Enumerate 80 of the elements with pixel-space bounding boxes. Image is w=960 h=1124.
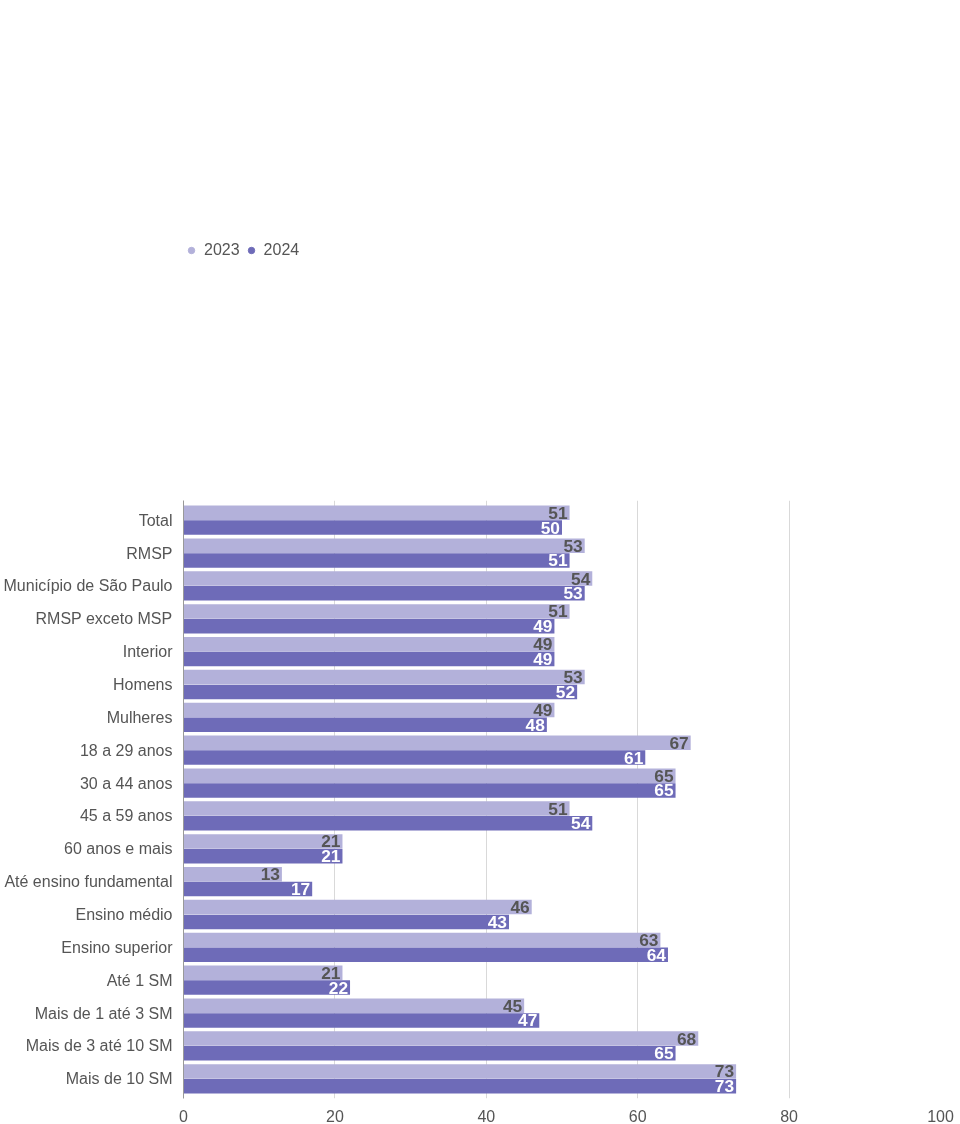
bar — [183, 947, 668, 962]
legend-label: 2023 — [204, 241, 240, 259]
y-tick-label: Mulheres — [106, 708, 173, 726]
bar — [183, 1046, 676, 1061]
bar — [183, 801, 570, 816]
data-label: 43 — [487, 911, 508, 932]
bar — [183, 651, 555, 667]
bar — [183, 965, 343, 981]
y-tick-label: Até 1 SM — [106, 971, 173, 989]
bar — [183, 505, 570, 521]
data-label: 45 — [502, 995, 523, 1016]
data-label: 65 — [654, 1043, 674, 1064]
x-tick-label: 80 — [780, 1107, 799, 1124]
y-tick-label: Homens — [112, 676, 173, 693]
bar — [183, 669, 585, 685]
bar — [183, 637, 555, 652]
data-label: 54 — [571, 813, 591, 834]
bar — [183, 520, 562, 535]
bar — [183, 914, 510, 930]
data-label: 17 — [290, 879, 311, 900]
bar — [183, 750, 646, 765]
bar — [183, 1031, 699, 1046]
y-tick-label: 45 a 59 anos — [79, 807, 173, 825]
y-tick-label: 18 a 29 anos — [79, 741, 173, 759]
x-tick-label: 0 — [179, 1107, 189, 1124]
y-tick-label: Mais de 1 até 3 SM — [34, 1004, 173, 1022]
x-tick-label: 20 — [326, 1107, 344, 1124]
bar — [183, 1078, 737, 1094]
bar — [183, 783, 676, 798]
y-tick-label: RMSP — [126, 544, 173, 562]
bar — [183, 553, 570, 568]
bar — [183, 1064, 737, 1079]
data-label: 68 — [676, 1028, 697, 1049]
data-label: 51 — [548, 798, 568, 819]
bar — [183, 604, 570, 619]
bar — [183, 571, 593, 586]
bar — [183, 899, 532, 915]
data-label: 67 — [669, 732, 689, 753]
data-label: 21 — [321, 962, 341, 983]
x-tick-label: 60 — [628, 1107, 647, 1124]
y-tick-label: 30 a 44 anos — [79, 774, 173, 792]
bar — [183, 717, 547, 732]
bar — [183, 538, 585, 553]
bar — [183, 881, 313, 897]
data-label: 63 — [639, 929, 659, 950]
y-tick-label: Ensino médio — [75, 906, 173, 923]
x-tick-label: 100 — [927, 1107, 954, 1124]
bar — [183, 932, 661, 948]
bar — [183, 618, 555, 634]
data-label: 21 — [321, 846, 341, 867]
y-tick-label: Até ensino fundamental — [4, 873, 173, 891]
bar — [183, 816, 593, 831]
bar — [183, 768, 676, 783]
y-tick-label: Total — [138, 511, 173, 529]
bar — [183, 684, 578, 700]
data-label: 73 — [714, 1076, 735, 1097]
y-tick-label: Município de São Paulo — [3, 577, 173, 595]
data-label: 49 — [533, 699, 553, 720]
data-label: 61 — [624, 747, 644, 768]
data-label: 49 — [533, 616, 553, 637]
y-tick-label: 60 anos e mais — [63, 840, 173, 858]
bar — [183, 834, 343, 849]
bar — [183, 980, 351, 995]
legend-label: 2024 — [263, 241, 300, 259]
bar — [183, 998, 525, 1013]
y-tick-label: Ensino superior — [61, 938, 174, 956]
x-tick-label: 40 — [477, 1107, 496, 1124]
y-tick-label: Mais de 3 até 10 SM — [25, 1037, 173, 1055]
y-tick-label: RMSP exceto MSP — [35, 610, 173, 628]
data-label: 46 — [510, 897, 531, 918]
bar — [183, 848, 343, 864]
y-tick-label: Mais de 10 SM — [65, 1070, 173, 1088]
bar — [183, 586, 585, 601]
data-label: 51 — [548, 502, 568, 523]
y-tick-label: Interior — [122, 643, 174, 661]
data-label: 13 — [260, 864, 281, 885]
bar — [183, 735, 691, 751]
bar — [183, 1013, 540, 1028]
bar — [183, 702, 555, 718]
data-label: 49 — [533, 649, 553, 670]
